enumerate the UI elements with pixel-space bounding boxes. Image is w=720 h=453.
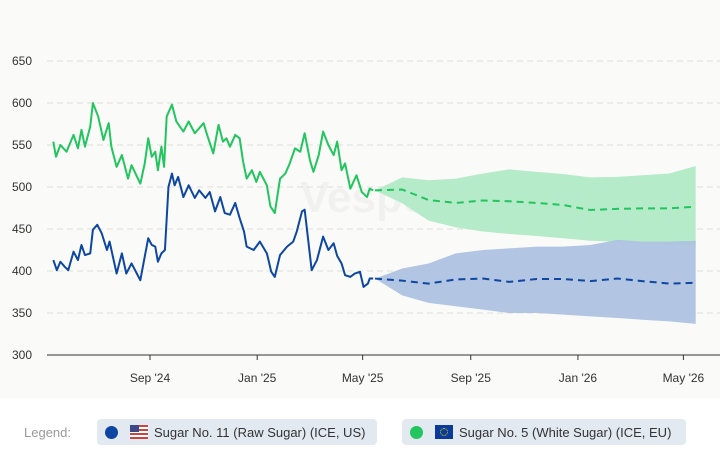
price-chart: Vesper300350400450500550600650Sep '24Jan… (12, 54, 720, 385)
x-tick-label: Sep '25 (451, 371, 492, 385)
forecast-band-1 (374, 166, 696, 245)
y-tick-label: 650 (12, 54, 32, 68)
forecast-line-0 (374, 277, 696, 285)
y-tick-label: 400 (12, 264, 32, 278)
y-tick-label: 500 (12, 180, 32, 194)
legend: Legend: Sugar No. 11 (Raw Sugar) (ICE, U… (0, 419, 720, 445)
history-line-1 (52, 102, 374, 215)
x-tick-label: Sep '24 (130, 371, 171, 385)
forecast-line-1 (374, 188, 696, 212)
us-flag-icon (130, 425, 148, 439)
y-tick-label: 350 (12, 306, 32, 320)
forecast-band-0 (374, 239, 696, 324)
legend-item-raw-sugar[interactable]: Sugar No. 11 (Raw Sugar) (ICE, US) (97, 419, 377, 445)
y-tick-label: 600 (12, 96, 32, 110)
legend-item-white-sugar[interactable]: Sugar No. 5 (White Sugar) (ICE, EU) (402, 419, 686, 445)
y-tick-label: 550 (12, 138, 32, 152)
x-tick-label: May '25 (342, 371, 384, 385)
chart-area: Vesper300350400450500550600650Sep '24Jan… (11, 54, 720, 385)
legend-item-label: Sugar No. 5 (White Sugar) (ICE, EU) (459, 424, 672, 440)
series-color-dot (105, 425, 118, 439)
eu-flag-icon (435, 425, 453, 439)
x-tick-label: Jan '25 (238, 371, 277, 385)
history-line-0 (52, 172, 374, 288)
y-tick-label: 300 (12, 348, 32, 362)
y-tick-label: 450 (12, 222, 32, 236)
x-tick-label: Jan '26 (559, 371, 598, 385)
legend-item-label: Sugar No. 11 (Raw Sugar) (ICE, US) (154, 424, 366, 440)
series-color-dot (410, 425, 423, 439)
x-tick-label: May '26 (663, 371, 705, 385)
legend-label: Legend: (24, 425, 71, 440)
